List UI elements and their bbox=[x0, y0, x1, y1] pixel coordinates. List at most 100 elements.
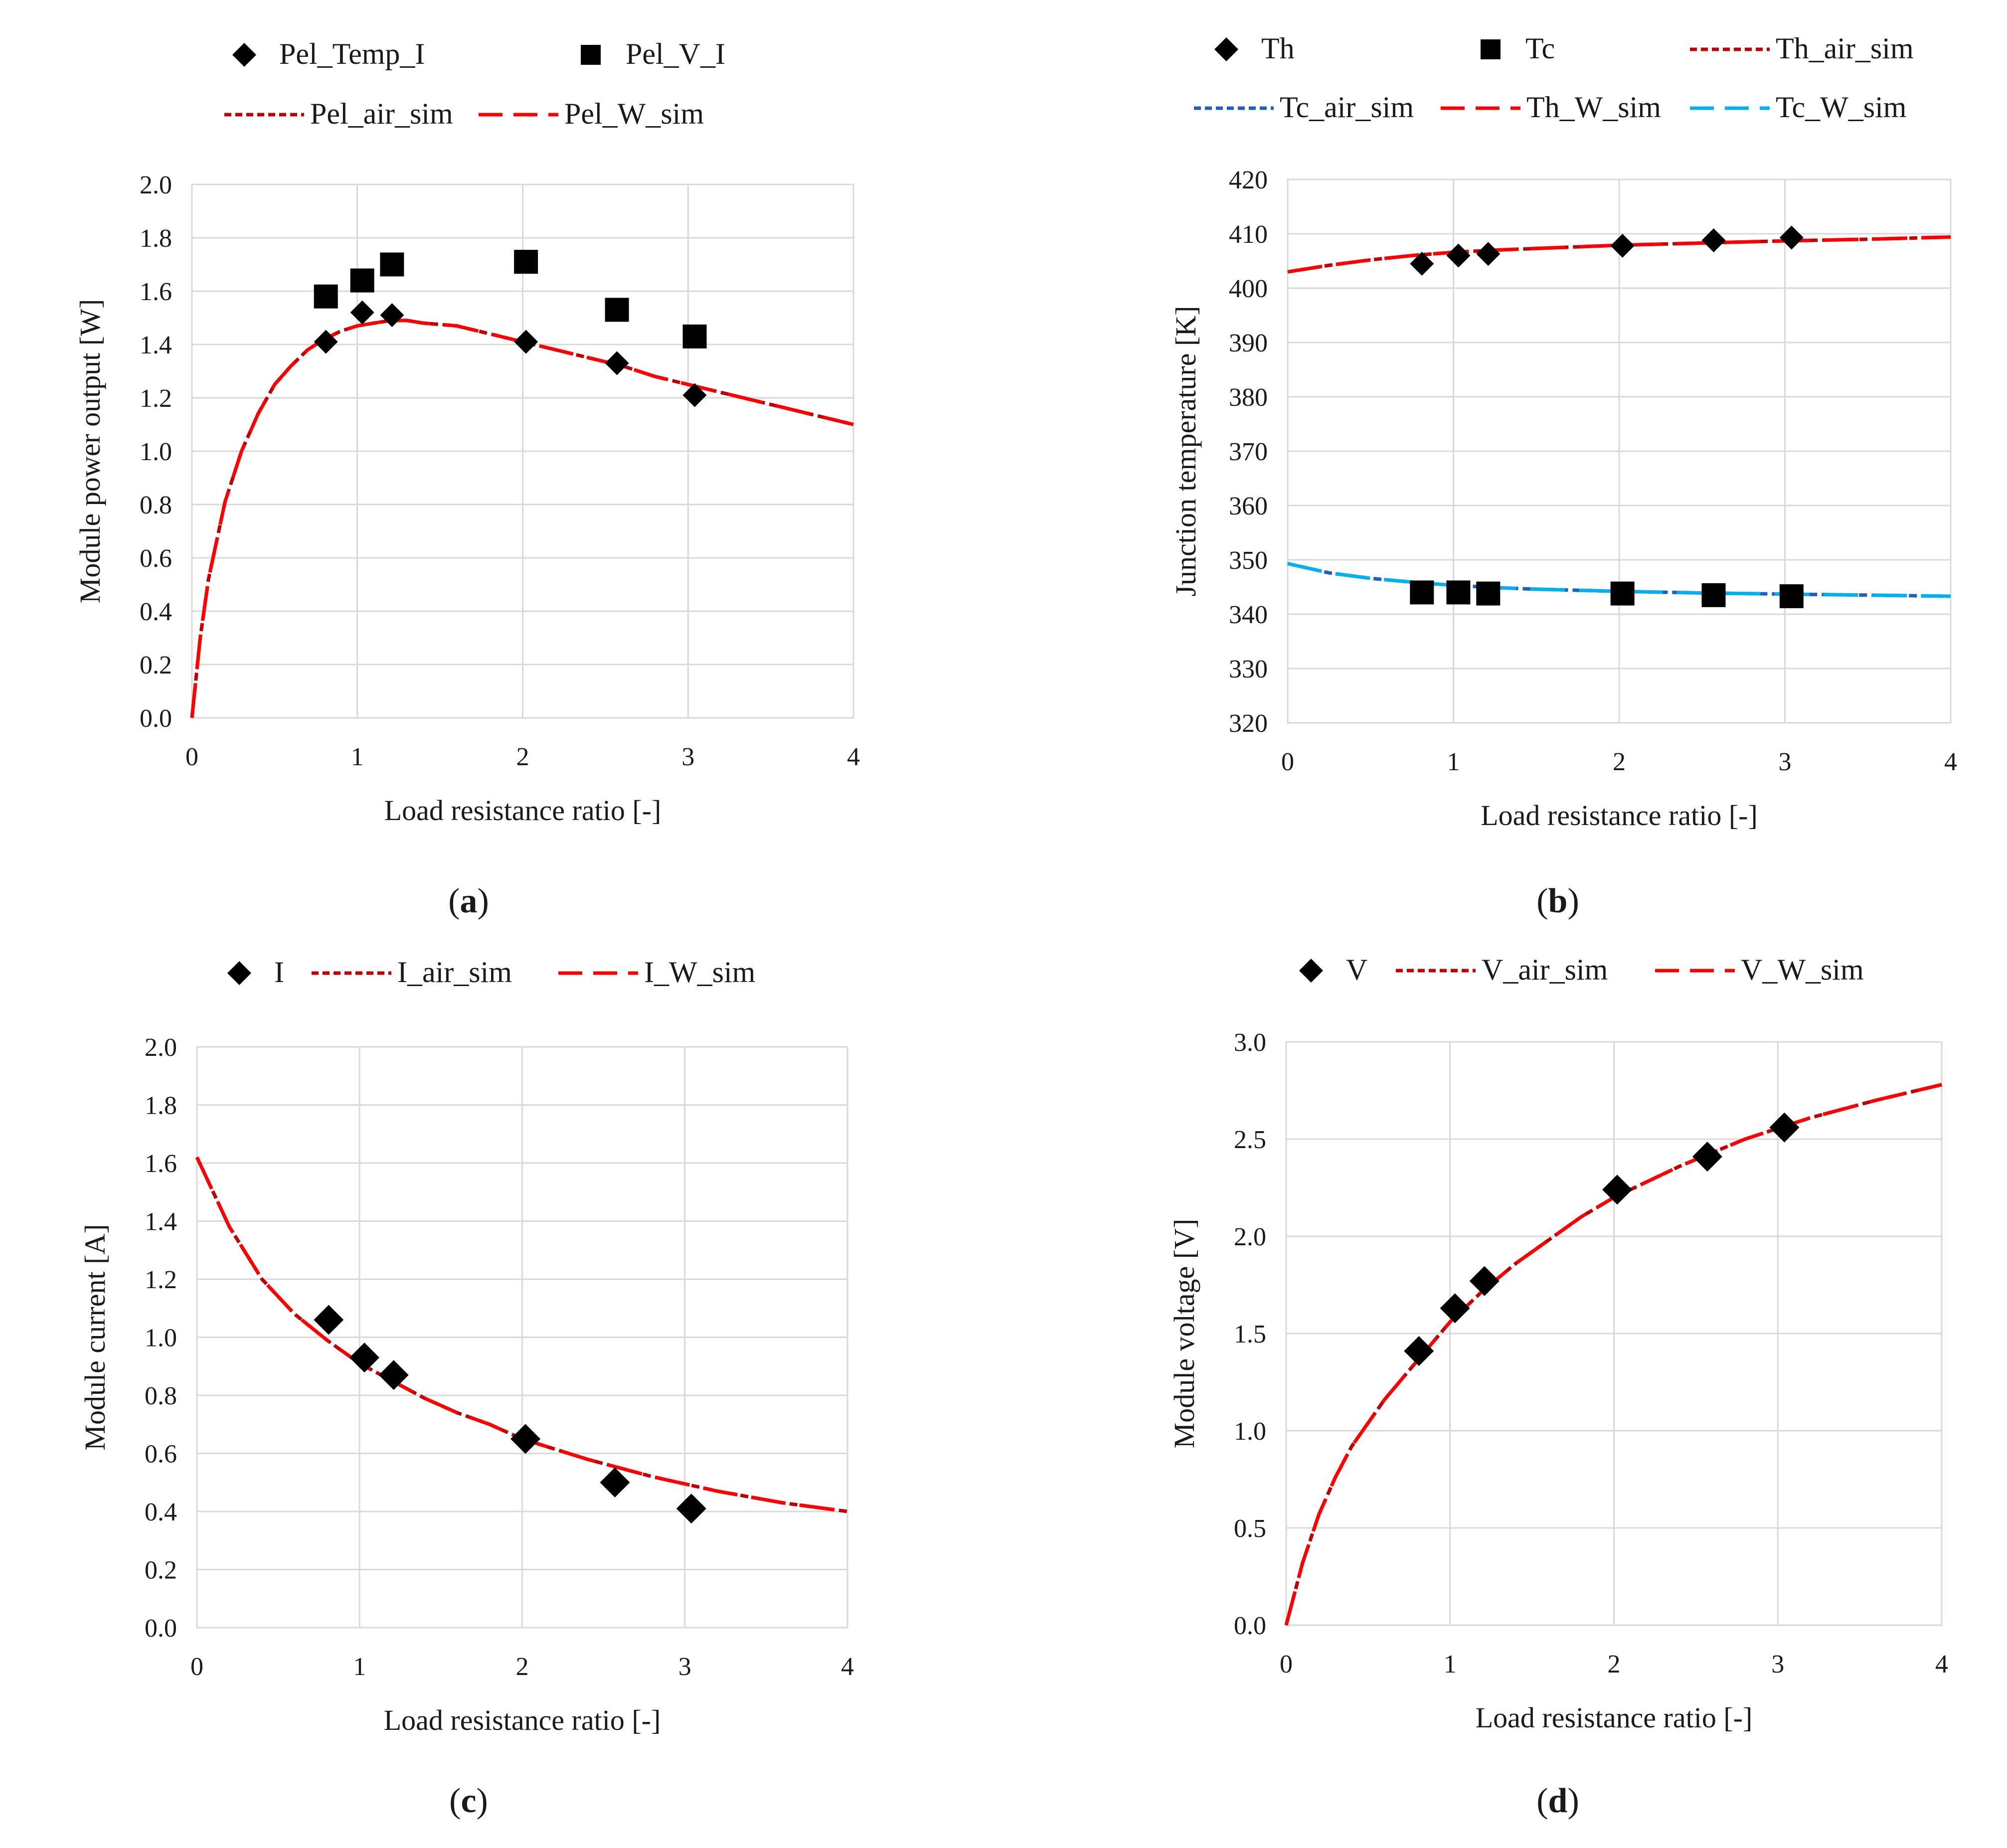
x-axis-title: Load resistance ratio [-] bbox=[1476, 1701, 1753, 1734]
data-point-pel-v-i bbox=[514, 250, 538, 274]
x-tick-label: 3 bbox=[1779, 748, 1792, 776]
x-tick-label: 3 bbox=[681, 743, 694, 771]
x-tick-label: 0 bbox=[1281, 748, 1294, 776]
data-point-v bbox=[1602, 1175, 1633, 1205]
y-tick-label: 380 bbox=[1229, 383, 1268, 412]
y-tick-label: 420 bbox=[1229, 166, 1268, 194]
x-axis-title: Load resistance ratio [-] bbox=[384, 794, 662, 827]
x-tick-label: 2 bbox=[516, 1653, 529, 1681]
y-axis-title: Module voltage [V] bbox=[1168, 1219, 1200, 1449]
y-tick-label: 320 bbox=[1229, 709, 1268, 738]
y-tick-label: 390 bbox=[1229, 329, 1268, 357]
data-point-tc bbox=[1446, 580, 1471, 605]
x-tick-label: 4 bbox=[841, 1653, 854, 1681]
legend-label: I_air_sim bbox=[397, 956, 512, 989]
chart-panel-a: 0.0 0.2 0.4 0.6 0.8 1.0 1.2 1.4 1.6 1.8 2.0 0 1 2 3 4 Lo… bbox=[74, 37, 860, 920]
data-point-th bbox=[1476, 242, 1501, 266]
plot-area bbox=[1285, 1041, 1943, 1626]
x-tick-label: 1 bbox=[1447, 748, 1460, 776]
panel-caption-letter: b bbox=[1548, 882, 1568, 920]
legend-label: I_W_sim bbox=[644, 956, 755, 989]
data-point-pel-temp-i bbox=[350, 300, 374, 325]
x-axis-title: Load resistance ratio [-] bbox=[384, 1704, 661, 1736]
legend-symbol-i bbox=[227, 961, 251, 985]
y-tick-label: 1.6 bbox=[140, 278, 172, 306]
y-tick-label: 0.6 bbox=[145, 1440, 177, 1469]
x-tick-label: 0 bbox=[1280, 1650, 1293, 1679]
y-axis-title: Module power output [W] bbox=[74, 299, 106, 603]
y-tick-label: 400 bbox=[1229, 275, 1268, 303]
y-tick-label: 1.4 bbox=[140, 331, 172, 359]
y-tick-label: 2.0 bbox=[145, 1033, 177, 1062]
x-tick-label: 3 bbox=[1771, 1650, 1784, 1679]
data-point-pel-temp-i bbox=[380, 303, 404, 328]
x-tick-label: 1 bbox=[1444, 1650, 1457, 1679]
x-tick-label: 0 bbox=[190, 1653, 203, 1681]
y-tick-label: 0.6 bbox=[140, 544, 172, 573]
legend-label: V_W_sim bbox=[1741, 953, 1864, 986]
y-tick-label: 0.2 bbox=[140, 651, 172, 679]
data-point-pel-v-i bbox=[380, 252, 404, 277]
data-point-pel-temp-i bbox=[682, 383, 707, 407]
data-point-pel-v-i bbox=[682, 324, 707, 348]
legend-label: V bbox=[1346, 953, 1367, 986]
legend-label: I bbox=[274, 956, 284, 989]
data-point-i bbox=[676, 1494, 706, 1524]
data-point-v bbox=[1404, 1336, 1434, 1366]
chart-panel-d: 0.0 0.5 1.0 1.5 2.0 2.5 3.0 0 1 2 3 4 Load resistanc… bbox=[1168, 953, 1948, 1820]
legend-label: Pel_W_sim bbox=[564, 97, 704, 130]
plot-area bbox=[1287, 178, 1952, 724]
data-point-pel-v-i bbox=[350, 268, 374, 293]
x-tick-label: 4 bbox=[1944, 748, 1957, 776]
data-point-th bbox=[1701, 228, 1726, 253]
plot-area bbox=[191, 183, 854, 719]
legend-label: V_air_sim bbox=[1482, 953, 1608, 986]
x-tick-label: 1 bbox=[353, 1653, 366, 1681]
panel-caption-letter: d bbox=[1548, 1782, 1568, 1820]
data-point-th bbox=[1410, 251, 1434, 276]
data-point-pel-temp-i bbox=[514, 330, 538, 354]
y-tick-label: 2.0 bbox=[1234, 1223, 1266, 1251]
x-tick-label: 0 bbox=[185, 743, 198, 771]
data-point-tc bbox=[1701, 583, 1726, 607]
legend-label: Th_air_sim bbox=[1776, 32, 1914, 65]
data-point-tc bbox=[1779, 584, 1804, 609]
y-tick-label: 0.2 bbox=[145, 1556, 177, 1585]
chart-panel-b: 320 330 340 350 360 370 380 390 400 410 420 0 1 2 3 4 Lo… bbox=[1170, 32, 1957, 920]
y-tick-label: 0.0 bbox=[1234, 1612, 1266, 1640]
y-tick-label: 1.6 bbox=[145, 1150, 177, 1178]
data-point-i bbox=[314, 1305, 344, 1335]
data-point-pel-v-i bbox=[605, 298, 629, 322]
y-tick-label: 410 bbox=[1229, 220, 1268, 249]
legend-symbol-tc bbox=[1481, 39, 1501, 59]
x-tick-label: 1 bbox=[351, 743, 364, 771]
y-tick-label: 370 bbox=[1229, 438, 1268, 466]
panel-caption-letter: a bbox=[460, 882, 478, 920]
data-point-i bbox=[378, 1360, 409, 1390]
y-tick-label: 360 bbox=[1229, 492, 1268, 520]
x-tick-label: 2 bbox=[1608, 1650, 1621, 1679]
legend-label: Tc_air_sim bbox=[1280, 91, 1414, 124]
y-tick-label: 1.0 bbox=[1234, 1417, 1266, 1446]
data-point-th bbox=[1446, 243, 1471, 268]
panel-caption: (b) bbox=[1536, 882, 1579, 920]
y-tick-label: 0.5 bbox=[1234, 1514, 1266, 1543]
data-point-v bbox=[1469, 1266, 1500, 1296]
legend-label: Pel_air_sim bbox=[310, 97, 453, 130]
x-tick-label: 4 bbox=[847, 743, 860, 771]
y-tick-label: 0.8 bbox=[145, 1382, 177, 1410]
legend-label: Th bbox=[1261, 32, 1295, 65]
y-tick-label: 1.8 bbox=[140, 224, 172, 253]
x-axis-title: Load resistance ratio [-] bbox=[1481, 799, 1758, 832]
y-tick-label: 3.0 bbox=[1234, 1028, 1266, 1057]
y-tick-label: 1.2 bbox=[140, 384, 172, 413]
y-tick-label: 0.8 bbox=[140, 491, 172, 519]
legend-label: Tc bbox=[1525, 32, 1555, 65]
y-tick-label: 0.4 bbox=[145, 1498, 177, 1526]
legend-label: Pel_Temp_I bbox=[279, 37, 425, 70]
y-axis-title: Junction temperature [K] bbox=[1170, 306, 1202, 596]
data-point-i bbox=[349, 1343, 380, 1373]
series-line-i-w-sim bbox=[195, 1156, 848, 1513]
y-tick-label: 1.2 bbox=[145, 1266, 177, 1294]
